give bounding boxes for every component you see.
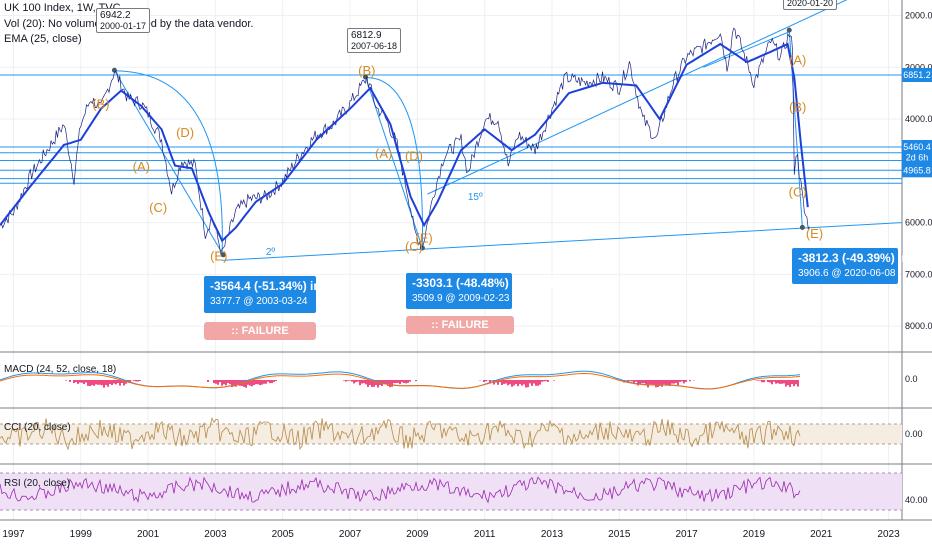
wave-label: (C) xyxy=(405,239,423,254)
drawdown-main: -3564.4 (-51.34%) in 1162d xyxy=(210,279,358,293)
cci-band xyxy=(0,424,902,444)
x-tick-label: 2001 xyxy=(137,529,160,540)
drawdown-main: -3303.1 (-48.48%) in 616d xyxy=(412,276,554,290)
drawdown-marker xyxy=(799,224,805,230)
x-tick-label: 2013 xyxy=(541,529,564,540)
wave-label: (B) xyxy=(358,63,375,78)
peak-date: 2000-01-17 xyxy=(100,21,147,31)
cci-legend: CCI (20, close) xyxy=(4,422,71,433)
price-tag-bg xyxy=(902,67,932,82)
price-pane: (B)(A)(C)(D)(E)(B)(A) (D)(C)(E)(B)(A)(C)(… xyxy=(0,27,823,263)
peak-value: 6812.9 xyxy=(351,30,382,41)
rsi-legend: RSI (20, close) xyxy=(4,478,71,489)
angle-label: 15º xyxy=(468,192,483,203)
peak-callout-2020: 2020-01-20 xyxy=(783,0,838,10)
wave-label: (E) xyxy=(415,230,432,245)
horizontal-levels xyxy=(0,0,903,261)
y-tick-label: 4000.0 xyxy=(905,114,932,124)
y-tick-label: 3000.0 xyxy=(905,62,932,72)
rsi-line xyxy=(0,476,801,504)
peak-date: 2020-01-20 xyxy=(787,0,834,8)
trendline xyxy=(427,0,848,195)
drawdown-sub: 3509.9 @ 2009-02-23 xyxy=(412,293,510,304)
failure-badge-2003: :: FAILURE xyxy=(204,322,316,340)
x-tick-label: 1999 xyxy=(70,529,93,540)
drawdown-box-2009: -3303.1 (-48.48%) in 616d 3509.9 @ 2009-… xyxy=(406,273,554,309)
price-line xyxy=(0,27,810,255)
time-axis: 1997 1999 2001 2003 2005 2007 2009 2011 2013 2015… xyxy=(2,529,900,540)
wave-label: (D) xyxy=(176,125,194,140)
drawdown-connector xyxy=(114,70,224,256)
wave-label: (C) xyxy=(789,185,807,200)
trendline xyxy=(222,222,903,261)
y-tick-label: 8000.0 xyxy=(905,321,932,331)
wave-label: (A) xyxy=(375,146,392,161)
x-tick-label: 2015 xyxy=(608,529,631,540)
price-tag-bg xyxy=(902,163,932,178)
wave-label: (E) xyxy=(210,248,227,263)
price-tag: 2d 6h xyxy=(906,152,929,162)
price-tag-bg xyxy=(902,150,932,165)
wave-label: (C) xyxy=(149,200,167,215)
rsi-band xyxy=(0,473,902,510)
wave-label: (A) xyxy=(133,159,150,174)
chart-title: UK 100 Index, 1W, TVC xyxy=(4,2,121,14)
drawdown-box-2003: -3564.4 (-51.34%) in 1162d 3377.7 @ 2003… xyxy=(204,276,358,313)
x-tick-label: 2017 xyxy=(675,529,698,540)
indicator-panes xyxy=(0,370,902,511)
drawdown-box-2020: -3812.3 (-49.39%) in 140d 3906.6 @ 2020-… xyxy=(792,248,932,284)
peak-marker xyxy=(786,27,792,33)
cci-axis-tick: 0.00 xyxy=(905,429,923,439)
x-tick-label: 1997 xyxy=(2,529,25,540)
x-tick-label: 2009 xyxy=(406,529,429,540)
arc-curve xyxy=(366,77,423,247)
wave-label: (B) xyxy=(92,97,109,112)
ema-line xyxy=(0,42,809,243)
peak-date: 2007-06-18 xyxy=(351,41,398,51)
x-tick-label: 2005 xyxy=(272,529,295,540)
price-tag: 5460.4 xyxy=(903,142,931,152)
wave-label: (B) xyxy=(789,99,806,114)
peak-value: 6942.2 xyxy=(100,10,131,21)
peak-callout-2007: 6812.9 2007-06-18 xyxy=(347,28,402,53)
price-tag: 6851.2 xyxy=(903,70,931,80)
rsi-axis-tick: 40.00 xyxy=(905,495,928,505)
x-tick-label: 2021 xyxy=(810,529,833,540)
macd-axis-tick: 0.0 xyxy=(905,374,918,384)
x-tick-label: 2007 xyxy=(339,529,362,540)
drawdown-marker xyxy=(419,245,425,251)
x-tick-label: 2003 xyxy=(204,529,227,540)
drawdown-marker xyxy=(220,252,226,258)
x-tick-label: 2019 xyxy=(743,529,766,540)
failure-badge-2009: :: FAILURE xyxy=(406,316,514,334)
arc-curve xyxy=(114,70,223,255)
drawdown-main: -3812.3 (-49.39%) in 140d xyxy=(798,251,932,265)
drawdown-sub: 3906.6 @ 2020-06-08 xyxy=(798,268,896,279)
drawdown-sub: 3377.7 @ 2003-03-24 xyxy=(210,296,308,307)
macd-signal-line xyxy=(0,372,801,390)
wave-label: (E) xyxy=(806,226,823,241)
cci-line xyxy=(0,416,801,451)
ema-legend: EMA (25, close) xyxy=(4,33,82,45)
y-tick-label: 6000.0 xyxy=(905,218,932,228)
trendline xyxy=(703,30,792,68)
wave-label: (D) xyxy=(405,148,423,163)
y-tick-label: 2000.0 xyxy=(905,11,932,21)
x-tick-label: 2011 xyxy=(474,529,496,540)
macd-legend: MACD (24, 52, close, 18) xyxy=(4,364,117,375)
wave-label: (A) xyxy=(789,53,806,68)
price-axis[interactable]: 8000.07000.06000.05000.04000.03000.02000… xyxy=(902,11,932,505)
y-tick-label: 7000.0 xyxy=(905,269,932,279)
angle-label: 2º xyxy=(266,247,276,258)
peak-callout-2000: 6942.2 2000-01-17 xyxy=(96,8,151,33)
x-tick-label: 2023 xyxy=(877,529,900,540)
price-tag: 4965.8 xyxy=(903,165,931,175)
